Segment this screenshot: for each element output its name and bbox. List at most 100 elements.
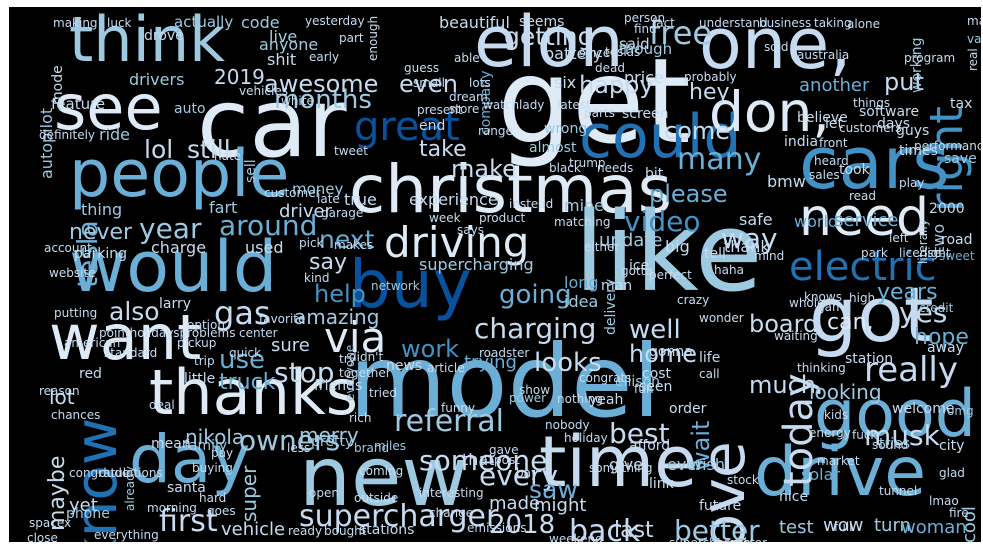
word-never: never [69,220,133,245]
word-world: world [794,212,839,231]
word-driving: driving [384,218,530,267]
word-give: give [609,455,643,474]
word-since: since [579,46,611,60]
word-delivery: delivery [603,278,619,335]
word-morning: morning [147,501,197,515]
word-life: life [699,350,721,366]
word-light: light [924,246,951,260]
word-quick: quick [229,346,262,360]
word-website: website [49,266,96,280]
word-putting: putting [54,306,98,320]
word-everything: everything [94,528,159,542]
word-congratulations: congratulations [69,466,163,480]
word-musk: musk [864,419,940,452]
word-charging: charging [474,312,597,345]
word-driver: driver [279,201,332,222]
word-working: working [909,37,925,93]
word-tweet: tweet [334,144,368,158]
word-range: range [478,124,513,138]
word-got: got [809,270,934,359]
word-people: people [69,137,290,212]
word-could: could [579,102,742,172]
word-phone: phone [66,506,110,522]
word-please: please [649,180,728,208]
word-year: year [139,212,202,245]
word-little: little [184,371,216,387]
word-open: open [309,486,339,500]
word-elon: elon [474,7,624,83]
word-nothing: nothing [557,392,603,406]
word-part: part [339,31,364,45]
word-buying: buying [192,461,233,475]
word-post: post [494,453,520,467]
word-future: future [699,498,742,514]
word-gas: gas [214,294,271,332]
word-seems: seems [519,14,565,30]
word-mind: mind [754,249,785,263]
word-center: center [239,326,278,340]
word-dream: dream [449,90,488,104]
word-luck: luck [107,16,132,30]
word-big: big [665,237,690,256]
word-american: american [64,336,121,350]
word-small: small [413,76,445,90]
word-tried: tried [369,386,397,400]
word-station: station [845,351,894,367]
word-happy: happy [579,71,654,99]
word-parking: parking [74,246,127,262]
word-order: order [669,401,707,417]
word-yes: yes [899,296,948,329]
word-nikola: nikola [185,425,245,449]
word-saying: said [619,35,650,53]
word-idea: idea [564,292,599,311]
word-almost: almost [529,140,577,156]
word-reason: reason [39,384,80,398]
word-lots: lots [469,76,491,90]
word-late: late [317,192,340,206]
word-weekend: weekend [549,532,603,542]
word-program: program [904,51,956,65]
word-ever: ever [667,455,703,474]
word-might: might [534,495,587,516]
word-supercharging: supercharging [419,255,534,274]
word-taking: taking [814,16,852,30]
word-park: park [861,246,888,260]
word-option: option [187,318,225,332]
word-first: first [159,504,218,539]
word-yet: yet [69,495,98,516]
word-true: true [344,190,377,209]
word-days: days [877,116,911,132]
word-brand: brand [354,441,390,455]
word-via: via [324,313,387,362]
word-solar: solar [801,465,840,484]
word-want: want [49,301,202,374]
word-news: news [386,358,423,374]
word-favorite: favorite [259,312,306,326]
word-store: store [449,102,480,116]
word-every: every [479,459,559,492]
word-next: next [319,225,375,254]
word-fun: fun [634,382,654,396]
word-link: link [649,476,674,492]
word-fuck: fuck [852,428,878,442]
word-game: game [817,300,852,314]
word-woman: woman [901,517,967,538]
word-someone: someone [419,444,548,477]
word-valley: valley [967,32,981,46]
word-though: though [619,40,673,58]
word-product: product [479,211,526,225]
word-rich: rich [349,411,372,425]
word-thing: thing [81,200,123,219]
word-bought: bought [324,524,367,538]
word-understand: understand [699,16,768,30]
word-shit: shit [267,50,297,69]
word-cost: cost [642,366,672,382]
word-pretty: pretty [311,434,354,450]
word-able: able [454,51,480,65]
word-something: something [589,461,653,475]
word-fire: fire [949,506,969,520]
word-trying: trying [464,352,517,373]
word-instead: instead [509,197,554,211]
word-ice: ice [629,258,650,274]
word-many: many [677,142,762,177]
